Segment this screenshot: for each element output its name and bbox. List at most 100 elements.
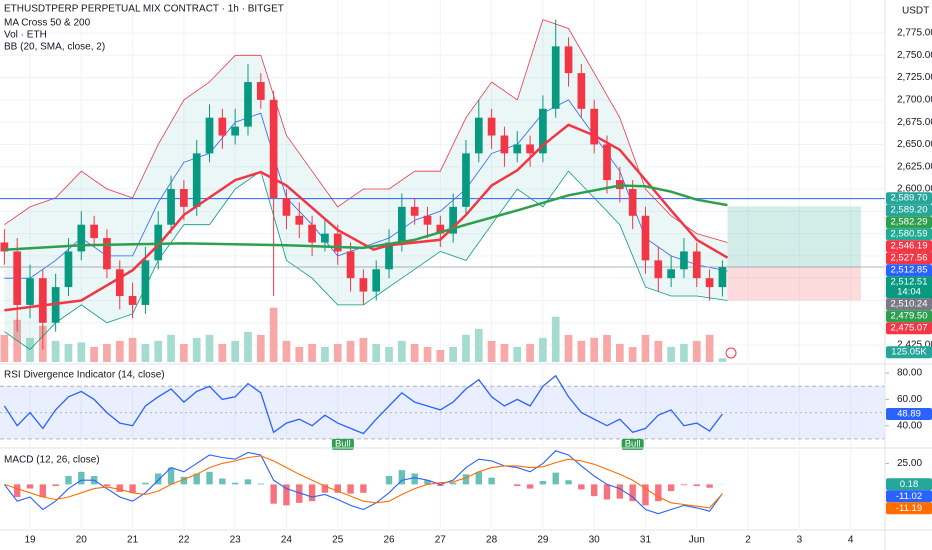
candle-body <box>564 46 573 74</box>
candle-body <box>38 278 47 323</box>
volume-bar <box>667 346 675 362</box>
candle-body <box>321 233 329 243</box>
y-tick-label: 2,425.00 <box>897 340 932 351</box>
price-tag-label: 2,589.20 <box>891 205 928 216</box>
candle-body <box>372 269 381 292</box>
candle-body <box>718 267 727 288</box>
candle-body <box>577 73 586 109</box>
candle-body <box>385 242 393 270</box>
y-tick-label: 2,750.00 <box>897 50 932 61</box>
histogram-bar <box>642 484 649 506</box>
histogram-bar <box>142 482 149 485</box>
candle-body <box>205 117 214 154</box>
histogram-bar <box>103 484 111 487</box>
candle-body <box>436 224 445 234</box>
candle-body <box>244 82 252 127</box>
candle-body <box>13 251 22 305</box>
volume-bar <box>218 343 227 362</box>
histogram-bar <box>270 484 277 504</box>
histogram-bar <box>321 484 329 493</box>
price-tag-label: 2,527.56 <box>891 253 928 264</box>
price-tag-label: 2,512.51 <box>891 277 928 288</box>
candle-body <box>398 206 406 243</box>
candle-body <box>551 46 560 109</box>
volume-bar <box>77 342 86 362</box>
price-tag-label: 2,582.29 <box>891 217 928 228</box>
legend-item: MA Cross 50 & 200 <box>4 18 91 29</box>
divergence-label <box>331 438 354 450</box>
volume-bar <box>423 346 432 362</box>
volume-bar <box>564 334 573 362</box>
macd-tag <box>886 478 932 491</box>
x-tick-label: 21 <box>127 535 139 546</box>
y-tick-label: 2,725.00 <box>897 72 932 83</box>
volume-bar <box>256 334 265 362</box>
histogram-bar <box>308 484 316 502</box>
volume-bar <box>398 340 406 362</box>
candle-body <box>218 117 227 136</box>
histogram-bar <box>655 484 662 502</box>
candle-body <box>500 135 509 154</box>
rsi-title: RSI Divergence Indicator (14, close) <box>4 370 165 381</box>
bb-upper <box>4 19 728 243</box>
histogram-bar <box>26 484 34 489</box>
y-tick-label: 2,625.00 <box>897 161 932 172</box>
rsi-tag <box>886 408 932 421</box>
histogram-bar <box>424 480 431 485</box>
y-tick-label: 25.00 <box>897 458 922 469</box>
candle-body <box>26 278 34 305</box>
histogram-bar <box>449 482 457 485</box>
histogram-bar <box>65 476 72 485</box>
volume-bar <box>282 340 291 362</box>
legend-item: BB (20, SMA, close, 2) <box>4 42 105 53</box>
histogram-bar <box>39 484 47 497</box>
price-tag <box>886 228 932 241</box>
volume-bar <box>551 316 560 362</box>
histogram-bar <box>411 473 418 485</box>
alert-icon[interactable] <box>725 347 737 359</box>
candle-body <box>462 153 470 207</box>
y-tick-label: 2,675.00 <box>897 117 932 128</box>
histogram-bar <box>193 473 200 485</box>
candle-body <box>90 224 98 239</box>
candle-body <box>449 206 457 234</box>
candle-body <box>64 251 73 288</box>
candle-body <box>154 224 163 261</box>
macd-line <box>3 450 723 515</box>
histogram-bar <box>603 484 611 500</box>
volume-tag <box>886 346 932 359</box>
y-tick-label: 2,600.00 <box>897 184 932 195</box>
histogram-bar <box>437 484 444 487</box>
histogram-bar <box>244 479 252 485</box>
price-tag <box>886 240 932 253</box>
histogram-bar <box>231 482 239 485</box>
histogram-bar <box>334 484 341 493</box>
histogram-bar <box>578 484 585 490</box>
rsi-tag-label: 48.89 <box>897 409 921 420</box>
volume-bar <box>192 337 201 362</box>
divergence-label <box>621 438 644 450</box>
histogram-bar <box>13 484 21 497</box>
rsi-line <box>3 374 723 435</box>
volume-bar <box>590 337 599 362</box>
x-tick-label: 26 <box>383 535 395 546</box>
x-tick-label: Jun <box>689 535 705 546</box>
histogram-bar <box>693 484 700 487</box>
volume-bar <box>500 343 509 362</box>
candle-body <box>346 251 355 279</box>
price-tag <box>886 252 932 265</box>
volume-bar <box>231 340 240 362</box>
volume-bar <box>333 343 342 362</box>
histogram-bar <box>680 484 688 486</box>
price-tag-label: 2,589.70 <box>891 193 928 204</box>
volume-bar <box>577 340 586 362</box>
candle-body <box>680 251 688 270</box>
volume-bar <box>128 337 137 362</box>
candle-body <box>333 233 342 252</box>
volume-bar <box>410 343 419 362</box>
candle-body <box>359 278 368 292</box>
volume-bar <box>51 340 60 362</box>
volume-bar <box>269 307 278 362</box>
x-tick-label: 31 <box>640 535 652 546</box>
